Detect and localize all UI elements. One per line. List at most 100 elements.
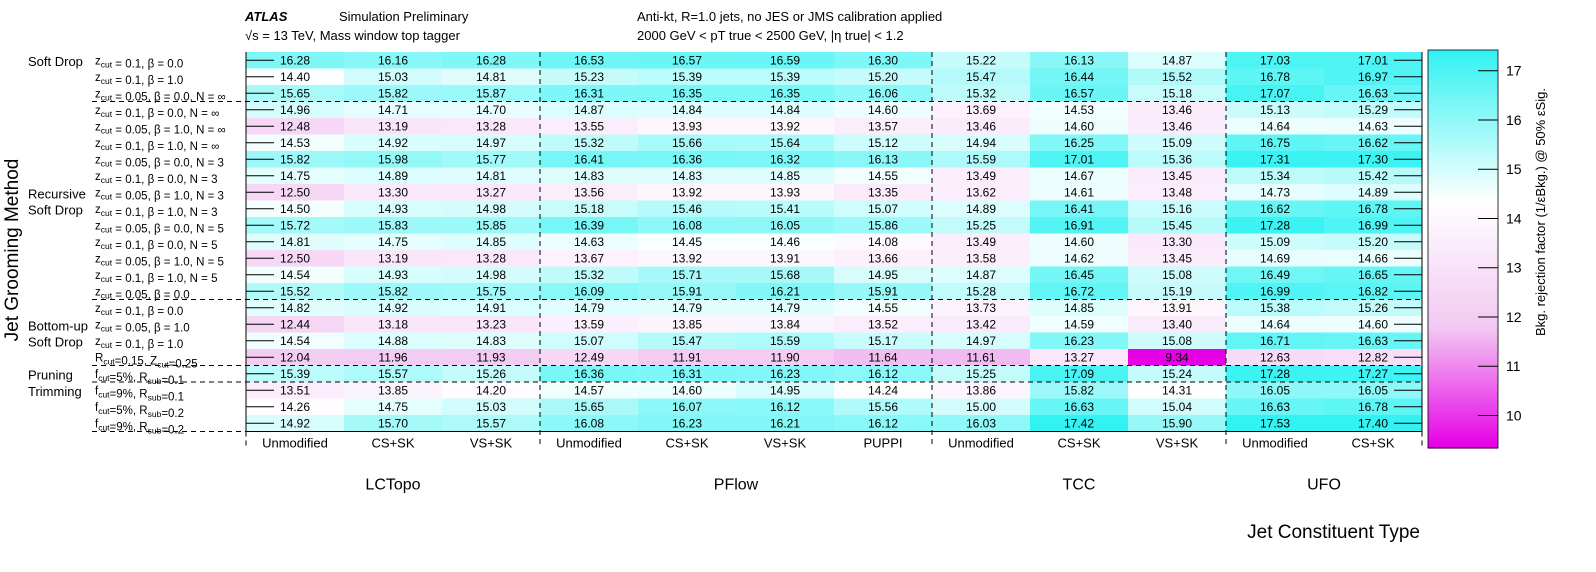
cell-value: 13.46 bbox=[1162, 103, 1192, 117]
cell-value: 15.23 bbox=[574, 70, 604, 84]
cell-value: 12.48 bbox=[280, 120, 310, 134]
column-group-label: LCTopo bbox=[365, 477, 420, 494]
heatmap-cell bbox=[1030, 365, 1129, 383]
heatmap-cell bbox=[442, 266, 541, 284]
colorbar-swatch bbox=[1428, 291, 1498, 295]
colorbar-swatch bbox=[1428, 418, 1498, 422]
colorbar-swatch bbox=[1428, 79, 1498, 83]
cell-value: 14.85 bbox=[476, 235, 506, 249]
colorbar-swatch bbox=[1428, 151, 1498, 156]
cell-value: 13.46 bbox=[966, 120, 996, 134]
heatmap-cell bbox=[1226, 250, 1325, 267]
cell-value: 14.54 bbox=[280, 334, 310, 348]
heatmap-cell bbox=[540, 134, 639, 152]
colorbar-swatch bbox=[1428, 171, 1498, 175]
heatmap-cell bbox=[834, 200, 933, 218]
cell-value: 14.87 bbox=[1162, 54, 1192, 68]
colorbar-swatch bbox=[1428, 99, 1498, 103]
heatmap-cell bbox=[344, 101, 443, 119]
cell-value: 14.93 bbox=[378, 268, 408, 282]
heatmap-cell bbox=[736, 398, 835, 416]
cell-value: 14.81 bbox=[476, 169, 506, 183]
cell-value: 13.23 bbox=[476, 318, 506, 332]
heatmap-cell bbox=[1324, 316, 1423, 333]
row-label: zcut = 0.05, β = 1.0, N = ∞ bbox=[95, 122, 226, 137]
row-label: zcut = 0.05, β = 0.0, N = ∞ bbox=[95, 89, 226, 104]
heatmap-cell bbox=[736, 382, 835, 399]
cell-value: 15.38 bbox=[1260, 301, 1290, 315]
heatmap-cell bbox=[1128, 118, 1227, 135]
heatmap-cell bbox=[932, 85, 1031, 102]
heatmap-cell bbox=[932, 184, 1031, 201]
colorbar-swatch bbox=[1428, 261, 1498, 265]
cell-value: 17.42 bbox=[1064, 417, 1094, 431]
heatmap-cell bbox=[834, 52, 933, 69]
colorbar-swatch bbox=[1428, 313, 1498, 317]
colorbar-swatch bbox=[1428, 74, 1498, 78]
colorbar-swatch bbox=[1428, 298, 1498, 302]
cell-value: 15.32 bbox=[966, 87, 996, 101]
heatmap-cell bbox=[1226, 299, 1325, 317]
heatmap-cell bbox=[638, 299, 737, 317]
cell-value: 13.67 bbox=[574, 252, 604, 266]
cell-value: 15.71 bbox=[672, 268, 702, 282]
colorbar-swatch bbox=[1428, 149, 1498, 153]
cell-value: 14.82 bbox=[280, 301, 310, 315]
row-group-label: Recursive bbox=[28, 187, 86, 202]
colorbar-swatch bbox=[1428, 433, 1498, 437]
heatmap-cell bbox=[344, 415, 443, 432]
cell-value: 14.59 bbox=[1064, 318, 1094, 332]
cell-value: 16.35 bbox=[770, 87, 800, 101]
colorbar-swatch bbox=[1428, 164, 1498, 168]
heatmap-cell bbox=[736, 233, 835, 251]
heatmap-cell bbox=[638, 85, 737, 102]
heatmap-cell bbox=[344, 299, 443, 317]
cell-value: 15.22 bbox=[966, 54, 996, 68]
cell-value: 13.93 bbox=[672, 120, 702, 134]
heatmap-cell bbox=[442, 316, 541, 333]
cell-value: 14.08 bbox=[868, 235, 898, 249]
heatmap-cell bbox=[1226, 151, 1325, 168]
cell-value: 15.59 bbox=[770, 334, 800, 348]
heatmap-cell bbox=[1324, 382, 1423, 399]
cell-value: 14.93 bbox=[378, 202, 408, 216]
heatmap-cell bbox=[442, 68, 541, 86]
heatmap-cell bbox=[1226, 217, 1325, 234]
column-label: CS+SK bbox=[1352, 436, 1395, 451]
cell-value: 16.53 bbox=[574, 54, 604, 68]
colorbar-swatch bbox=[1428, 375, 1498, 379]
heatmap-cell bbox=[1226, 349, 1325, 366]
cell-value: 14.92 bbox=[280, 417, 310, 431]
cell-value: 16.23 bbox=[770, 367, 800, 381]
heatmap-cell bbox=[932, 382, 1031, 399]
cell-value: 14.91 bbox=[476, 301, 506, 315]
cell-value: 13.69 bbox=[966, 103, 996, 117]
cell-value: 13.27 bbox=[1064, 351, 1094, 365]
heatmap-cell bbox=[1030, 398, 1129, 416]
colorbar-swatch bbox=[1428, 346, 1498, 350]
cell-value: 16.08 bbox=[672, 219, 702, 233]
colorbar-swatch bbox=[1428, 244, 1498, 248]
cell-value: 14.53 bbox=[280, 136, 310, 150]
heatmap-cell bbox=[736, 266, 835, 284]
heatmap-cell bbox=[246, 382, 345, 399]
heatmap-cell bbox=[932, 250, 1031, 267]
heatmap-cell bbox=[1324, 101, 1423, 119]
colorbar-swatch bbox=[1428, 400, 1498, 404]
colorbar-swatch bbox=[1428, 281, 1498, 285]
heatmap-cell bbox=[246, 118, 345, 135]
heatmap-cell bbox=[1324, 200, 1423, 218]
colorbar-swatch bbox=[1428, 301, 1498, 305]
heatmap-cell bbox=[932, 200, 1031, 218]
heatmap-cell bbox=[834, 332, 933, 350]
colorbar-swatch bbox=[1428, 156, 1498, 161]
column-label: Unmodified bbox=[556, 436, 622, 451]
heatmap-cell bbox=[834, 68, 933, 86]
cell-value: 16.03 bbox=[966, 417, 996, 431]
colorbar-swatch bbox=[1428, 132, 1498, 136]
heatmap-cell bbox=[638, 217, 737, 234]
heatmap-cell bbox=[736, 415, 835, 432]
colorbar-swatch bbox=[1428, 271, 1498, 275]
colorbar-swatch bbox=[1428, 268, 1498, 272]
column-label: CS+SK bbox=[1058, 436, 1101, 451]
